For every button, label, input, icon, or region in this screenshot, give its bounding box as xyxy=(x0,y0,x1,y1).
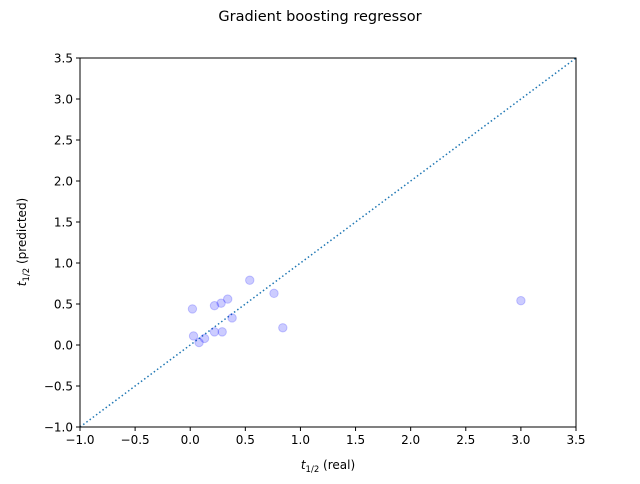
data-point xyxy=(216,298,226,308)
x-tick-label: 0.0 xyxy=(181,433,200,447)
x-axis-label-sub: 1/2 xyxy=(306,465,320,475)
y-axis-label: t1/2 (predicted) xyxy=(15,198,32,287)
data-point xyxy=(516,296,526,306)
data-point xyxy=(209,300,220,311)
plot-frame xyxy=(79,57,577,428)
y-tick-label: −1.0 xyxy=(44,420,73,434)
y-axis-label-rest: (predicted) xyxy=(15,198,29,268)
data-point xyxy=(187,304,198,314)
data-point xyxy=(217,327,227,337)
y-tick-label: 0.5 xyxy=(54,297,73,311)
x-tick-label: 1.0 xyxy=(291,433,310,447)
data-point xyxy=(188,331,199,341)
y-tick-label: 2.0 xyxy=(54,174,73,188)
data-point xyxy=(209,327,220,337)
x-axis-label-main: t xyxy=(301,458,307,472)
reference-line-layer xyxy=(79,57,577,428)
identity-line xyxy=(79,57,577,428)
x-axis-label: t1/2 (real) xyxy=(301,458,355,475)
points-layer xyxy=(187,275,526,348)
data-point xyxy=(269,288,279,299)
x-tick-label: −0.5 xyxy=(121,433,150,447)
x-tick-label: 3.5 xyxy=(566,433,585,447)
data-point xyxy=(222,294,233,304)
y-axis-label-sub: 1/2 xyxy=(22,268,32,282)
x-tick-label: 0.5 xyxy=(236,433,255,447)
y-tick-label: 0.0 xyxy=(54,338,73,352)
x-axis-label-rest: (real) xyxy=(319,458,355,472)
data-point xyxy=(227,313,237,323)
y-axis-ticks: −1.0 −0.5 0.0 0.5 1.0 1.5 2.0 2.5 3.0 3.5 xyxy=(44,51,80,434)
x-tick-label: 2.0 xyxy=(401,433,420,447)
x-tick-label: 1.5 xyxy=(346,433,365,447)
y-tick-label: −0.5 xyxy=(44,379,73,393)
data-point xyxy=(278,323,288,333)
x-tick-label: 2.5 xyxy=(456,433,475,447)
y-tick-label: 1.0 xyxy=(54,256,73,270)
y-tick-label: 3.5 xyxy=(54,51,73,65)
data-point xyxy=(199,333,210,344)
x-axis-ticks: −1.0 −0.5 0.0 0.5 1.0 1.5 2.0 2.5 3.0 3.5 xyxy=(65,427,586,447)
y-axis-label-main: t xyxy=(15,280,29,286)
y-tick-label: 1.5 xyxy=(54,215,73,229)
x-tick-label: 3.0 xyxy=(511,433,530,447)
y-tick-label: 3.0 xyxy=(54,92,73,106)
chart-title: Gradient boosting regressor xyxy=(218,9,421,25)
data-point xyxy=(245,275,255,285)
y-tick-label: 2.5 xyxy=(54,133,73,147)
x-tick-label: −1.0 xyxy=(65,433,94,447)
data-point xyxy=(194,337,204,348)
